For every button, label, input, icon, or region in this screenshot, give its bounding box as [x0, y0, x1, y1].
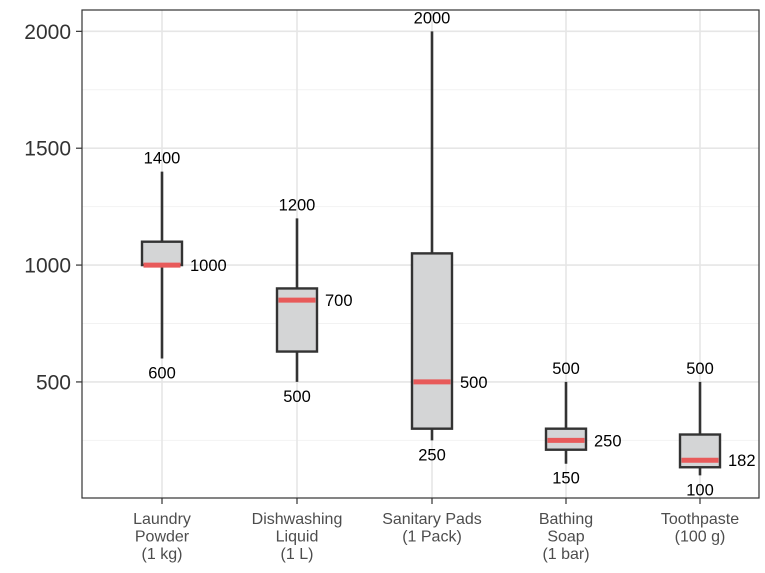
x-tick-label-line: Powder: [135, 529, 190, 546]
x-tick-label-line: (1 kg): [142, 546, 183, 563]
max-label: 2000: [414, 9, 451, 27]
box-1: [140, 171, 184, 359]
x-tick-label: Laundry Powder (1 kg): [133, 511, 191, 563]
x-tick-label-line: Laundry: [133, 511, 191, 528]
x-tick-label: Dishwashing Liquid (1 L): [252, 511, 343, 563]
y-tick-label: 1500: [24, 138, 71, 161]
y-axis: 500 1000 1500 2000: [24, 21, 82, 394]
x-tick-label-line: (1 L): [281, 546, 314, 563]
max-label: 1400: [144, 150, 181, 168]
median-label: 250: [594, 432, 622, 450]
x-tick-label: Sanitary Pads (1 Pack): [382, 511, 482, 546]
box-3: [410, 31, 454, 441]
min-label: 500: [283, 388, 311, 406]
x-tick-label: Bathing Soap (1 bar): [539, 511, 593, 563]
min-label: 100: [686, 481, 714, 499]
x-tick-label-line: Liquid: [276, 529, 319, 546]
x-tick-label-line: Dishwashing: [252, 511, 343, 528]
x-tick-label-line: (100 g): [675, 529, 726, 546]
min-label: 250: [418, 446, 446, 464]
max-label: 500: [686, 360, 714, 378]
box-5: [678, 381, 722, 476]
min-label: 600: [148, 365, 176, 383]
panel-border: [81, 9, 760, 499]
median-label: 1000: [190, 257, 227, 275]
max-label: 1200: [279, 196, 316, 214]
median-label: 700: [325, 292, 353, 310]
box-iqr: [410, 252, 454, 430]
x-tick-label-line: Soap: [547, 529, 584, 546]
x-axis: Laundry Powder (1 kg) Dishwashing Liquid (1 L…: [133, 498, 739, 563]
x-tick-label-line: Sanitary Pads: [382, 511, 482, 528]
plot-area: [140, 31, 722, 476]
x-tick-label: Toothpaste (100 g): [661, 511, 739, 546]
x-tick-label-line: (1 Pack): [402, 529, 462, 546]
median-label: 182: [728, 452, 756, 470]
box-4: [544, 381, 588, 464]
x-tick-label-line: Bathing: [539, 511, 593, 528]
y-tick-label: 2000: [24, 21, 71, 44]
x-tick-label-line: (1 bar): [542, 546, 589, 563]
y-tick-label: 500: [36, 371, 71, 394]
box-2: [275, 218, 319, 382]
box-iqr: [140, 240, 184, 267]
data-labels: 1400 600 1000 1200 500 700 2000 250 500 500 150 250…: [144, 9, 756, 499]
max-label: 500: [552, 360, 580, 378]
median-label: 500: [460, 374, 488, 392]
min-label: 150: [552, 470, 580, 488]
y-tick-label: 1000: [24, 255, 71, 278]
x-tick-label-line: Toothpaste: [661, 511, 739, 528]
